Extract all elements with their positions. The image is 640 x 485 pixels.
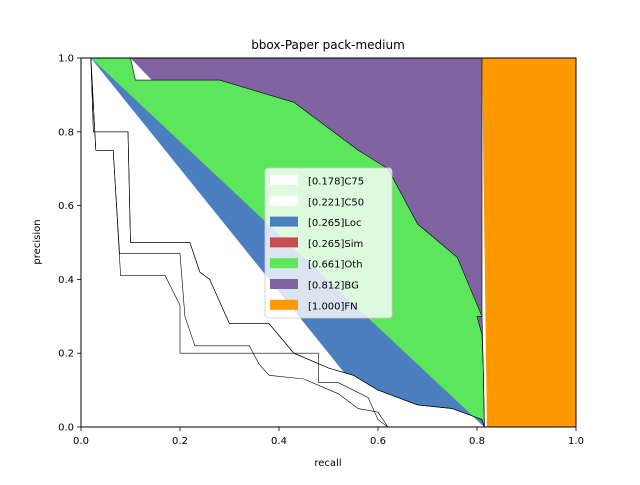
legend-label-fn: [1.000]FN bbox=[308, 301, 358, 312]
y-axis-ticks: 0.0 0.2 0.4 0.6 0.8 1.0 bbox=[58, 54, 81, 434]
legend: [0.178]C75 [0.221]C50 [0.265]Loc [0.265]Sim… bbox=[264, 167, 393, 319]
legend-label-oth: [0.661]Oth bbox=[308, 260, 363, 271]
legend-swatch-oth bbox=[270, 258, 298, 269]
area-fn bbox=[482, 58, 576, 427]
y-tick-label: 0.6 bbox=[58, 201, 74, 212]
area-c75 bbox=[81, 58, 388, 427]
y-tick-label: 1.0 bbox=[58, 54, 74, 65]
legend-label-loc: [0.265]Loc bbox=[308, 218, 361, 229]
line-oth bbox=[90, 57, 485, 428]
x-tick-label: 0.4 bbox=[271, 436, 287, 447]
line-sim bbox=[90, 57, 485, 428]
plot-frame bbox=[80, 57, 577, 428]
x-tick-label: 1.0 bbox=[568, 436, 584, 447]
x-tick-label: 0.8 bbox=[469, 436, 485, 447]
area-c50 bbox=[90, 58, 388, 427]
series-layers bbox=[81, 58, 576, 427]
legend-swatch-loc bbox=[270, 216, 298, 227]
x-axis-label: recall bbox=[314, 458, 341, 469]
x-tick-label: 0.6 bbox=[370, 436, 386, 447]
y-tick-label: 0.8 bbox=[58, 127, 74, 138]
legend-label-sim: [0.265]Sim bbox=[308, 239, 363, 250]
x-tick-label: 0.0 bbox=[73, 436, 89, 447]
x-tick-label: 0.2 bbox=[172, 436, 188, 447]
y-tick-label: 0.0 bbox=[58, 423, 74, 434]
legend-swatch-sim bbox=[270, 237, 298, 248]
legend-swatch-bg bbox=[270, 279, 298, 289]
legend-swatch-c75 bbox=[270, 175, 298, 185]
y-axis-label: precision bbox=[32, 219, 43, 264]
legend-label-c75: [0.178]C75 bbox=[308, 177, 364, 188]
y-tick-label: 0.4 bbox=[58, 275, 74, 286]
chart-title: bbox-Paper pack-medium bbox=[251, 38, 405, 52]
y-tick-label: 0.2 bbox=[58, 349, 74, 360]
x-axis-ticks: 0.0 0.2 0.4 0.6 0.8 1.0 bbox=[73, 427, 584, 447]
line-c50 bbox=[90, 57, 389, 428]
legend-label-bg: [0.812]BG bbox=[308, 281, 359, 292]
legend-swatch-fn bbox=[270, 299, 298, 310]
legend-label-c50: [0.221]C50 bbox=[308, 197, 364, 208]
legend-swatch-c50 bbox=[270, 195, 298, 206]
